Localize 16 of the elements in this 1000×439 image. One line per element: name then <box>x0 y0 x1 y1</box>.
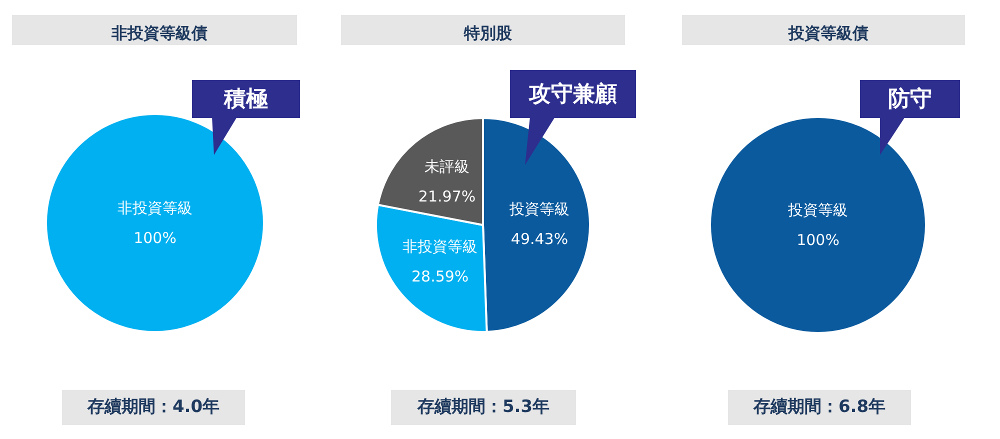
data-label: 100% <box>796 231 840 249</box>
slice-label: 非投資等級 <box>118 199 192 217</box>
text: 存續期間：6.8年 <box>752 397 886 417</box>
data-label: 100% <box>134 229 176 247</box>
text: 存續期間：4.0年 <box>86 397 220 417</box>
chart-title: 特別股 <box>463 24 513 42</box>
slice-label: 投資等級 <box>787 201 848 219</box>
data-label: 49.43% <box>510 230 568 248</box>
slice-label: 投資等級 <box>508 200 570 218</box>
data-label: 21.97% <box>418 187 476 206</box>
chart-title: 非投資等級債 <box>110 24 208 42</box>
slice-label: 非投資等級 <box>402 238 478 256</box>
chart-title: 投資等級債 <box>788 24 868 42</box>
text: 存續期間：5.3年 <box>416 397 550 417</box>
slice-label: 未評級 <box>424 157 470 176</box>
data-label: 28.59% <box>411 268 469 286</box>
